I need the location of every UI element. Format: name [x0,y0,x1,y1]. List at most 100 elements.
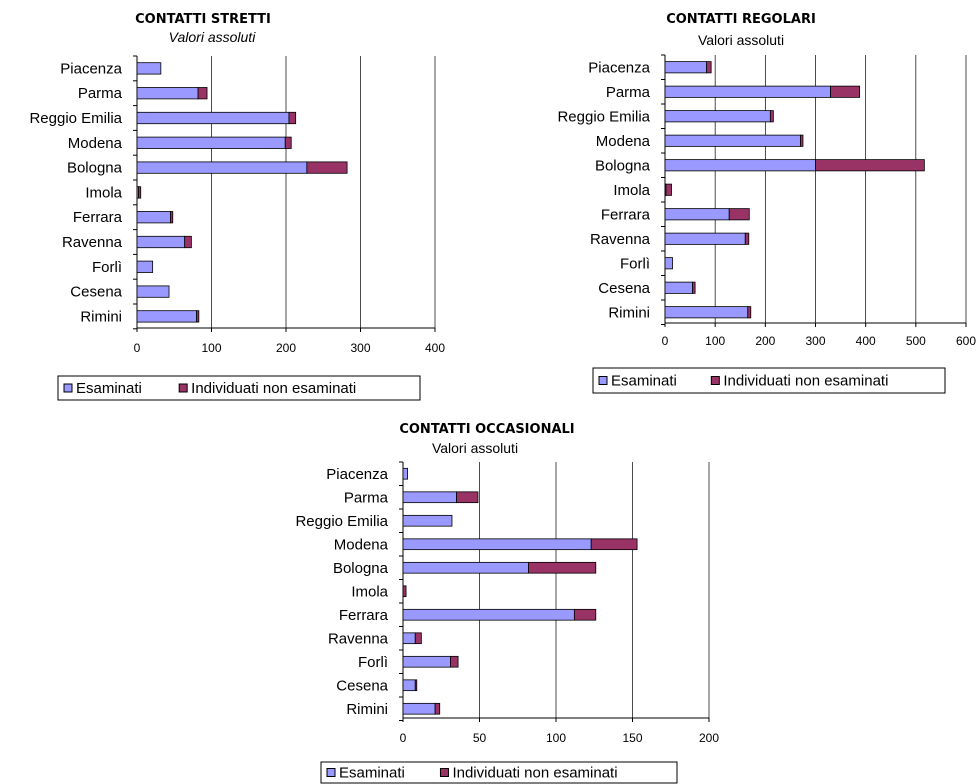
x-tick-label: 100 [705,334,725,348]
category-label: Forlì [620,255,650,272]
category-label: Modena [334,536,389,553]
category-label: Ravenna [328,630,389,647]
bar-examined-rimini [136,310,197,323]
bar-not-examined-bologna [528,561,597,574]
legend-swatch-examined [598,376,608,385]
bar-examined-cesena [402,679,416,692]
category-label: Reggio Emilia [295,513,388,530]
bar-examined-forli [136,260,154,273]
category-label: Cesena [336,677,388,694]
bar-not-examined-bologna [306,161,348,174]
chart-contatti-regolari: CONTATTI REGOLARI Valori assoluti Piacen… [557,12,977,394]
x-tick-label: 600 [956,334,976,348]
x-tick-label: 100 [201,341,221,355]
bar-examined-reggio-emilia [136,111,290,125]
bar-examined-ferrara [402,608,575,621]
x-tick-label: 200 [699,731,719,745]
bar-examined-ferrara [136,211,171,224]
bar-examined-ravenna [136,235,186,249]
bar-examined-rimini [402,702,436,715]
category-label: Ravenna [590,231,651,248]
legend-swatch-examined [63,383,73,393]
bar-examined-piacenza [136,62,162,75]
bar-examined-parma [402,491,457,504]
x-tick-label: 0 [400,731,407,745]
category-label: Ferrara [601,206,651,223]
bar-examined-piacenza [402,467,408,480]
bar-examined-modena [664,134,801,147]
category-label: Piacenza [60,60,122,77]
bar-examined-cesena [136,285,170,298]
x-tick-labels: 0 100 200 300 400 500 600 [662,334,977,348]
category-label: Imola [85,184,122,201]
bar-not-examined-ferrara [728,208,750,221]
x-tick-label: 100 [546,731,566,745]
category-label: Parma [606,84,651,101]
bar-examined-bologna [136,161,308,174]
grid-lines [211,56,436,328]
x-tick-label: 200 [755,334,775,348]
category-label: Forlì [92,259,122,276]
bar-examined-rimini [664,306,749,319]
legend-label-not-examined: Individuati non esaminati [723,373,888,390]
bars [402,467,638,715]
x-tick-label: 0 [662,334,669,348]
bar-examined-reggio-emilia [402,514,453,527]
category-label: Rimini [346,701,388,718]
legend-label-not-examined: Individuati non esaminati [191,380,356,397]
category-label: Reggio Emilia [557,108,650,125]
chart-subtitle: Valori assoluti [432,440,518,456]
bar-not-examined-rimini [434,702,441,715]
bar-examined-ravenna [402,632,416,645]
bar-not-examined-modena [800,134,804,147]
bar-examined-modena [402,538,592,551]
bar-not-examined-forli [450,655,459,668]
bar-examined-cesena [664,281,693,294]
category-label: Cesena [70,284,122,301]
legend: Esaminati Individuati non esaminati [57,375,421,401]
category-label: Piacenza [588,59,650,76]
category-label: Bologna [595,157,651,174]
x-tick-label: 150 [622,731,642,745]
x-tick-label: 400 [425,341,445,355]
bar-not-examined-cesena [692,281,696,294]
bar-not-examined-cesena [414,679,418,692]
chart-title: CONTATTI STRETTI [135,12,271,27]
x-tick-label: 50 [473,731,487,745]
bar-examined-bologna [402,561,529,574]
bar-examined-piacenza [664,61,708,74]
category-labels: Piacenza Parma Reggio Emilia Modena Bologna I… [29,60,122,325]
category-label: Rimini [608,304,650,321]
bar-not-examined-modena [590,538,638,551]
bar-not-examined-ravenna [184,235,192,249]
legend-swatch-not-examined [439,768,449,777]
legend-frame [320,761,678,784]
legend-swatch-examined [326,768,336,777]
x-tick-label: 400 [856,334,876,348]
category-label: Modena [596,133,651,150]
legend-swatch-not-examined [178,383,188,393]
bar-not-examined-parma [456,491,479,504]
grid-lines [714,55,967,323]
bar-not-examined-bologna [815,159,925,172]
category-labels: Piacenza Parma Reggio Emilia Modena Bologna I… [557,59,650,321]
category-label: Parma [344,489,389,506]
bar-examined-forli [402,655,451,668]
category-labels: Piacenza Parma Reggio Emilia Modena Bologna I… [295,466,388,718]
bar-examined-ravenna [664,232,746,245]
chart-title: CONTATTI REGOLARI [666,12,816,27]
category-label: Bologna [67,160,123,177]
legend: Esaminati Individuati non esaminati [592,367,946,394]
bar-not-examined-parma [197,87,208,100]
bar-not-examined-modena [284,136,292,149]
category-label: Ravenna [62,234,123,251]
bar-not-examined-piacenza [706,61,712,74]
chart-title: CONTATTI OCCASIONALI [399,422,574,437]
chart-contatti-occasionali: CONTATTI OCCASIONALI Valori assoluti Pia… [295,422,720,784]
bar-examined-parma [664,85,831,98]
chart-subtitle: Valori assoluti [698,32,784,48]
bar-examined-modena [136,136,286,149]
category-label: Modena [68,135,123,152]
x-tick-labels: 0 50 100 150 200 [400,731,720,745]
legend-swatch-not-examined [710,376,720,385]
